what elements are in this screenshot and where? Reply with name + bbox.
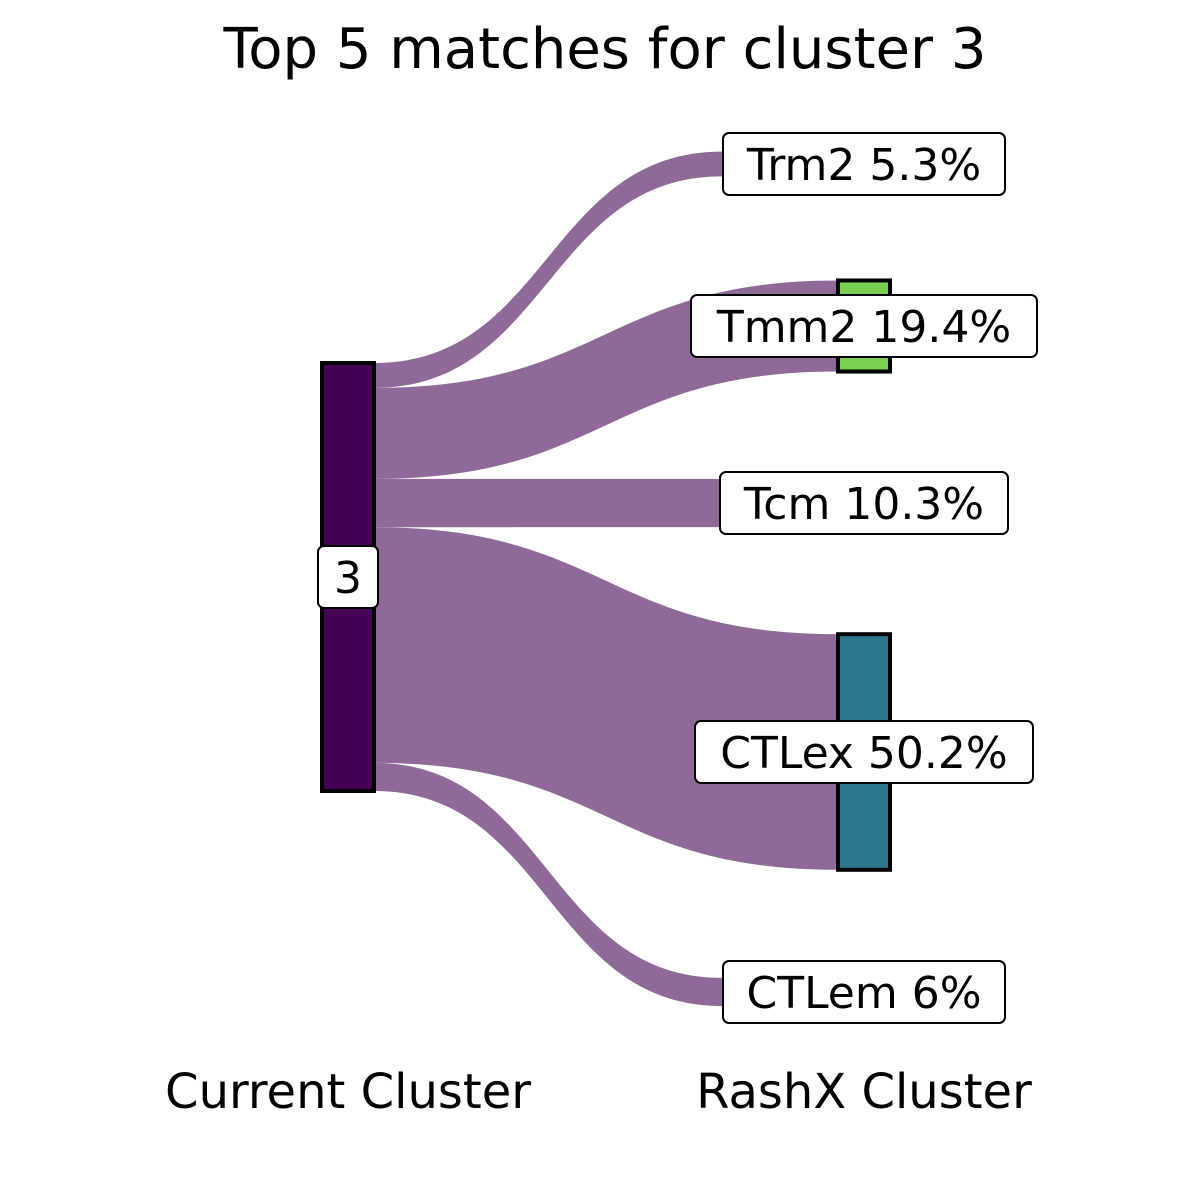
- chart-title: Top 5 matches for cluster 3: [223, 17, 987, 82]
- flow-ctlex: [374, 527, 838, 870]
- source-node-label-box: [317, 545, 379, 609]
- source-node-label: 3: [317, 545, 379, 609]
- flow-trm2: [374, 151, 722, 388]
- target-node-label-box: [722, 132, 1006, 196]
- flow-ctlem: [374, 762, 722, 1007]
- target-node-label-tmm2: Tmm2 19.4%: [690, 294, 1038, 358]
- target-node-label-tcm: Tcm 10.3%: [719, 471, 1009, 535]
- target-node-label-box: [722, 960, 1006, 1024]
- source-node-label-text: 3: [334, 553, 362, 604]
- target-node-label-box: [694, 720, 1034, 784]
- label-group: Trm2 5.3% Tmm2 19.4% Tcm 10.3% CTLex 50.2% C…: [690, 132, 1038, 1024]
- flow-group: [374, 151, 838, 1007]
- target-node-label-trm2: Trm2 5.3%: [722, 132, 1006, 196]
- target-node-label-box: [690, 294, 1038, 358]
- x-axis-label-current-cluster: Current Cluster: [165, 1064, 531, 1120]
- target-node-label-text: Tcm 10.3%: [743, 479, 984, 530]
- target-node-label-ctlex: CTLex 50.2%: [694, 720, 1034, 784]
- target-node-label-ctlem: CTLem 6%: [722, 960, 1006, 1024]
- target-node-label-text: CTLex 50.2%: [720, 728, 1007, 779]
- target-node-label-text: Tmm2 19.4%: [716, 302, 1011, 353]
- target-node-label-text: CTLem 6%: [746, 968, 981, 1019]
- target-node-label-box: [719, 471, 1009, 535]
- flow-tcm: [374, 478, 722, 528]
- target-node-label-text: Trm2 5.3%: [746, 140, 981, 191]
- x-axis-label-rashx-cluster: RashX Cluster: [696, 1064, 1032, 1120]
